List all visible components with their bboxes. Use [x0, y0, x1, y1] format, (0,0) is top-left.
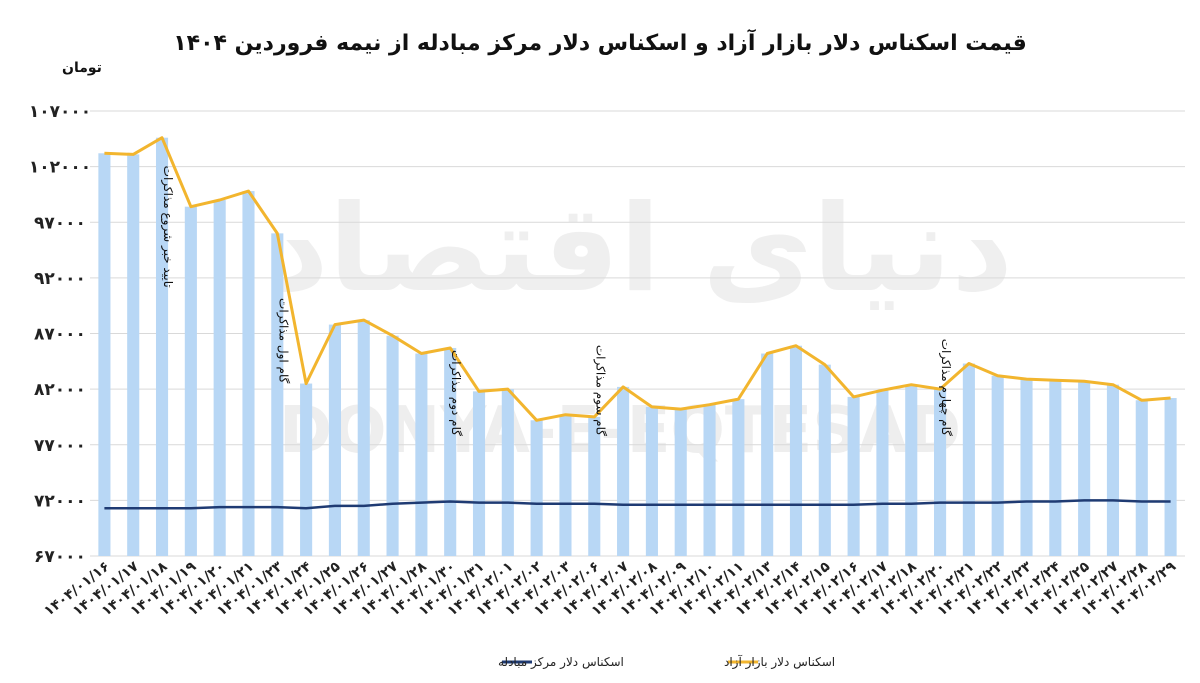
bar	[674, 409, 687, 556]
annotation-label: گام چهارم مذاکرات	[938, 339, 953, 437]
exchange-center-line	[104, 499, 1171, 510]
y-tick-label: ۹۲۰۰۰	[34, 269, 86, 289]
bar	[300, 383, 313, 556]
bar	[444, 347, 457, 556]
bar	[155, 137, 169, 556]
bar	[472, 391, 486, 556]
legend: اسکناس دلار بازار آزاد اسکناس دلار مرکز م…	[498, 654, 835, 670]
y-axis-ticks: ۶۷۰۰۰ ۷۲۰۰۰ ۷۷۰۰۰ ۸۲۰۰۰ ۸۷۰۰۰ ۹۲۰۰۰ ۹۷۰۰۰ ۱۰۲۰۰…	[29, 102, 91, 567]
bar	[703, 404, 716, 556]
y-tick-label: ۱۰۷۰۰۰	[29, 102, 91, 122]
bar	[271, 233, 284, 556]
bar	[1078, 381, 1091, 556]
watermark-text-fa: دنیای اقتصاد	[267, 180, 1013, 319]
y-tick-label: ۸۷۰۰۰	[34, 325, 86, 345]
free-market-line	[104, 136, 1171, 422]
watermark: دنیای اقتصادDONYA-E-EQTESAD	[267, 180, 1013, 468]
bar	[1020, 379, 1033, 556]
line-series	[104, 136, 1171, 510]
bar	[1135, 400, 1148, 556]
bar	[213, 200, 226, 556]
bar	[617, 386, 630, 556]
bar	[934, 389, 947, 556]
bar	[559, 414, 572, 556]
bar	[242, 191, 255, 556]
bar	[732, 399, 745, 556]
chart-title: قیمت اسکناس دلار بازار آزاد و اسکناس دلا…	[173, 28, 1027, 56]
bar	[357, 320, 370, 556]
bar	[501, 389, 514, 556]
bar	[588, 416, 601, 556]
y-tick-label: ۷۷۰۰۰	[34, 436, 86, 456]
bar	[1049, 380, 1062, 556]
annotation-label: تایید خبر شروع مذاکرات	[160, 166, 175, 288]
bar	[184, 206, 197, 557]
legend-label-free-market: اسکناس دلار بازار آزاد	[724, 654, 835, 670]
bar	[818, 364, 831, 556]
y-tick-label: ۷۲۰۰۰	[34, 491, 86, 511]
annotation-label: گام دوم مذاکرات	[448, 350, 463, 436]
y-tick-label: ۶۷۰۰۰	[34, 547, 86, 567]
bar	[789, 345, 803, 556]
bar	[847, 396, 860, 556]
bar	[761, 353, 774, 556]
y-tick-label: ۹۷۰۰۰	[34, 213, 86, 233]
bar	[328, 324, 341, 556]
bar	[386, 335, 399, 556]
bar-series	[98, 137, 1177, 557]
bar	[991, 375, 1004, 556]
annotation-label: گام سوم مذاکرات	[592, 345, 607, 436]
annotations: تایید خبر شروع مذاکرات گام اول مذاکرات گام…	[160, 166, 953, 437]
bar	[415, 353, 428, 556]
bar	[1164, 398, 1177, 556]
bar	[905, 384, 918, 556]
bar	[98, 153, 111, 556]
y-tick-label: ۱۰۲۰۰۰	[29, 158, 91, 178]
bar	[645, 406, 658, 556]
y-tick-label: ۸۲۰۰۰	[34, 380, 86, 400]
annotation-label: گام اول مذاکرات	[275, 298, 290, 384]
y-axis-unit-label: تومان	[62, 60, 102, 76]
bar	[127, 154, 140, 556]
x-axis-ticks: ۱۴۰۴/۰۱/۱۶۱۴۰۴/۰۱/۱۷۱۴۰۴/۰۱/۱۸۱۴۰۴/۰۱/۱۹…	[41, 558, 1179, 619]
bar	[530, 420, 543, 556]
bar	[962, 363, 975, 556]
bar	[876, 390, 889, 556]
bar	[1106, 384, 1120, 556]
legend-label-exchange-center: اسکناس دلار مرکز مبادله	[498, 655, 624, 670]
